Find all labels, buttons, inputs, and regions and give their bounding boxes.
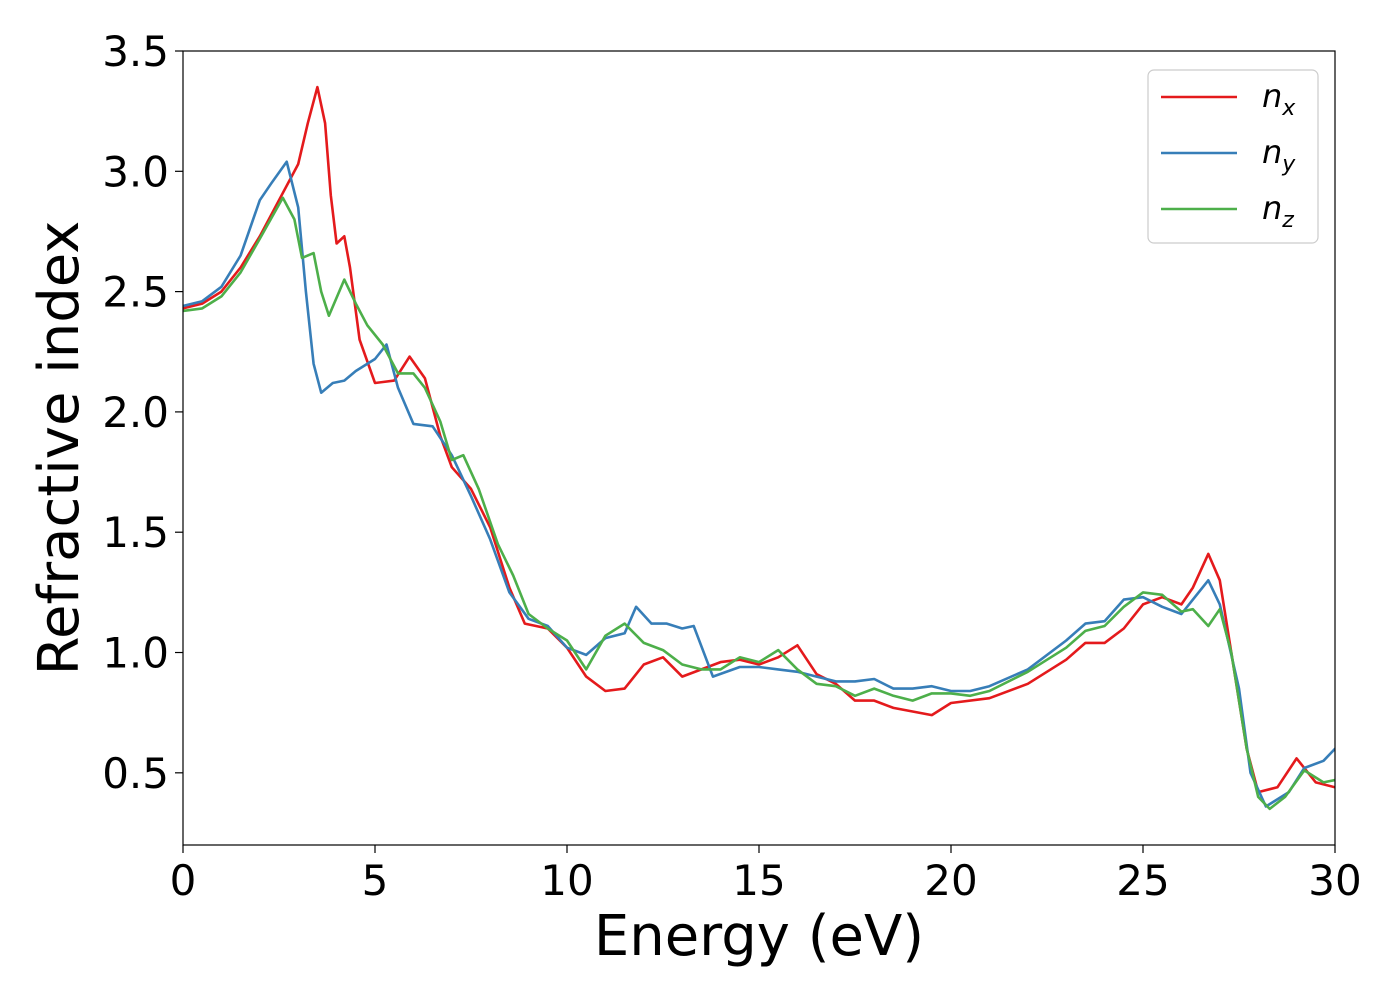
y-tick-label: 3.5 xyxy=(102,27,169,76)
x-axis-label: Energy (eV) xyxy=(594,904,924,969)
legend-label-n-x: nx xyxy=(1262,77,1296,121)
x-tick-label: 20 xyxy=(924,856,977,905)
y-tick-label: 2.5 xyxy=(102,268,169,317)
y-tick-label: 0.5 xyxy=(102,749,169,798)
legend-label-n-y: ny xyxy=(1262,133,1296,177)
series-layer xyxy=(183,85,1335,811)
series-line-n-y xyxy=(183,160,1335,808)
x-tick-label: 15 xyxy=(732,856,785,905)
legend-label-n-z: nz xyxy=(1262,189,1294,233)
y-tick-label: 3.0 xyxy=(102,147,169,196)
y-axis-label: Refractive index xyxy=(27,221,92,676)
tick-layer: 0 5 10 15 20 25 30 0.5 1.0 1.5 2.0 2.5 3.0 3.5 xyxy=(102,27,1362,905)
legend-box xyxy=(1147,69,1319,244)
x-tick-label: 5 xyxy=(362,856,389,905)
x-tick-label: 25 xyxy=(1116,856,1169,905)
x-tick-label: 10 xyxy=(540,856,593,905)
legend: nx ny nz xyxy=(1147,69,1319,244)
x-tick-label: 30 xyxy=(1308,856,1361,905)
x-tick-label: 0 xyxy=(170,856,197,905)
y-tick-label: 1.0 xyxy=(102,629,169,678)
y-tick-label: 2.0 xyxy=(102,388,169,437)
y-tick-label: 1.5 xyxy=(102,508,169,557)
series-line-n-z xyxy=(183,196,1335,811)
